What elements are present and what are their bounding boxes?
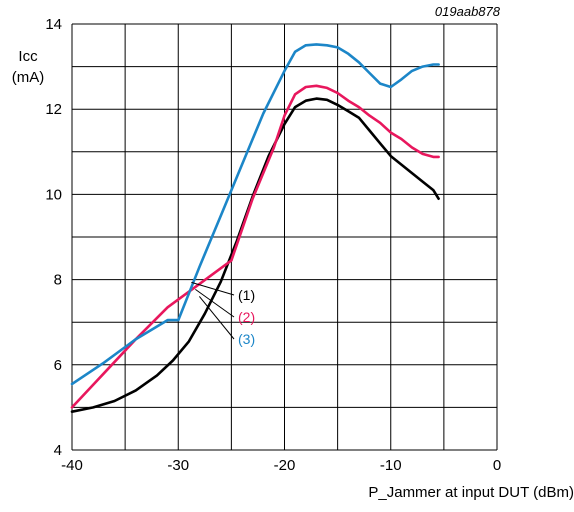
series-line-2 xyxy=(70,84,440,409)
x-tick-label: 0 xyxy=(493,457,501,474)
legend-callouts: (1) (2) (3) xyxy=(191,281,255,347)
y-tick-label: 12 xyxy=(45,101,62,118)
y-tick-label: 4 xyxy=(54,442,62,459)
y-tick-label: 10 xyxy=(45,186,62,203)
y-tick-label: 14 xyxy=(45,16,62,33)
legend-leader-line-1 xyxy=(191,281,235,296)
legend-label-3: (3) xyxy=(238,331,255,347)
legend-label-2: (2) xyxy=(238,309,255,325)
y-tick-label: 8 xyxy=(54,272,62,289)
x-tick-label: -20 xyxy=(274,457,296,474)
series-line-1 xyxy=(70,97,440,414)
series-line-3 xyxy=(70,43,440,386)
y-tick-label: 6 xyxy=(54,357,62,374)
legend-leader-line-3 xyxy=(198,296,235,340)
y-axis-label-line2: (mA) xyxy=(12,69,45,86)
series-lines xyxy=(70,43,440,414)
x-tick-label: -30 xyxy=(167,457,189,474)
figure-id: 019aab878 xyxy=(435,4,501,19)
legend-label-1: (1) xyxy=(238,287,255,303)
x-axis-label: P_Jammer at input DUT (dBm) xyxy=(368,484,574,501)
x-tick-label: -10 xyxy=(380,457,402,474)
y-axis-label-line1: Icc xyxy=(18,48,38,65)
x-tick-label: -40 xyxy=(61,457,83,474)
tick-labels: -40 -30 -20 -10 0 4 6 8 10 12 14 xyxy=(45,16,501,474)
grid xyxy=(71,23,498,451)
legend-leader-line-2 xyxy=(195,288,235,318)
